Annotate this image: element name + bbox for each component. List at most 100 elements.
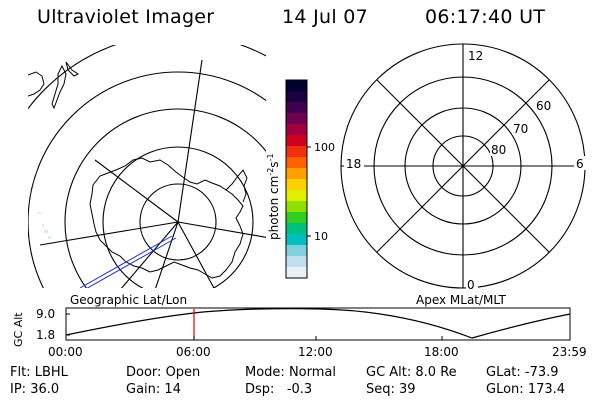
colorbar-tick-10: 10 (314, 230, 328, 243)
gain-label: Gain: (126, 382, 161, 397)
mlt-label-0: 0 (467, 278, 475, 292)
door-value: Open (165, 365, 201, 380)
label-bg (490, 142, 510, 156)
colorbar-frame (285, 79, 308, 279)
label-bg (465, 48, 485, 62)
date-label: 14 Jul 07 (282, 6, 369, 28)
latitude-circle (28, 71, 266, 288)
meridian-line (177, 221, 215, 288)
colorbar-segment (286, 267, 307, 279)
latitude-circle (64, 108, 266, 288)
glon-label: GLon: (486, 382, 524, 397)
colorbar-tick-100: 100 (314, 141, 335, 154)
latitude-circle (139, 183, 217, 261)
meridian-line (39, 221, 179, 246)
app-title: Ultraviolet Imager (37, 6, 215, 28)
seq-label: Seq: (366, 382, 395, 397)
dsp-label: Dsp: (245, 382, 275, 397)
label-bg (535, 98, 555, 112)
colorbar-segment (286, 168, 307, 180)
gc-alt-label: GC Alt: (366, 365, 412, 380)
door-label: Door: (126, 365, 162, 380)
colorbar-unit-label: photon cm-2s-1 (266, 153, 281, 240)
colorbar-segment (286, 179, 307, 191)
gain-value: 14 (164, 382, 181, 397)
time-tick-1800: 18:00 (424, 345, 459, 359)
dsp-field: Dsp: -0.3 (245, 382, 312, 397)
mlt-polar-plot (340, 43, 586, 289)
meridian-line (177, 221, 266, 238)
meridian-line (177, 59, 203, 223)
geographic-map (28, 45, 266, 288)
latitude-circle (102, 146, 254, 288)
label-bg (344, 156, 364, 170)
colorbar-segment (286, 146, 307, 158)
mlat-label-70: 70 (513, 122, 528, 136)
gc-alt-field: GC Alt: 8.0 Re (366, 365, 457, 380)
dsp-value: -0.3 (286, 382, 313, 397)
seq-field: Seq: 39 (366, 382, 416, 397)
meridian-line (155, 221, 179, 288)
australia-coastline (28, 71, 45, 97)
mlt-diagonal-line (376, 79, 550, 253)
mode-label: Mode: (245, 365, 285, 380)
glat-value: -73.9 (524, 365, 559, 380)
colorbar-segment (286, 102, 307, 114)
colorbar-segment (286, 245, 307, 257)
colorbar-segment (286, 91, 307, 103)
mlat-label-60: 60 (536, 99, 551, 113)
time-tick-1200: 12:00 (298, 345, 333, 359)
orbit-track (79, 235, 173, 288)
orbit-track (86, 237, 177, 288)
altitude-plot-frame (65, 307, 571, 341)
glon-field: GLon: 173.4 (486, 382, 565, 397)
altitude-axis-label: GC Alt (12, 312, 25, 347)
colorbar-segment (286, 135, 307, 147)
colorbar-segment (286, 234, 307, 246)
mode-field: Mode: Normal (245, 365, 336, 380)
door-field: Door: Open (126, 365, 200, 380)
colorbar-segment (286, 157, 307, 169)
time-label: 06:17:40 UT (425, 6, 546, 28)
colorbar-segment (286, 80, 307, 92)
mode-value: Normal (288, 365, 336, 380)
flt-field: Flt: LBHL (10, 365, 68, 380)
colorbar-segment (286, 190, 307, 202)
glon-value: 173.4 (527, 382, 566, 397)
time-tick-0000: 00:00 (48, 345, 83, 359)
label-bg (512, 121, 532, 135)
altitude-tick-1-8: 1.8 (36, 328, 55, 342)
colorbar-segment (286, 113, 307, 125)
flt-value: LBHL (34, 365, 68, 380)
label-bg (466, 278, 478, 290)
altitude-tick-9: 9.0 (36, 307, 55, 321)
new-zealand-coastline (51, 64, 67, 110)
peninsula-coastline (225, 169, 248, 203)
colorbar-segment (286, 212, 307, 224)
mlt-label-12: 12 (468, 49, 483, 63)
seq-value: 39 (399, 382, 416, 397)
ip-value: 36.0 (30, 382, 60, 397)
label-bg (574, 156, 586, 170)
apex-map-label: Apex MLat/MLT (416, 293, 506, 307)
aurora-speckle (38, 212, 51, 239)
ip-field: IP: 36.0 (10, 382, 59, 397)
gain-field: Gain: 14 (126, 382, 181, 397)
antarctica-coastline (89, 157, 244, 279)
mlt-label-18: 18 (346, 157, 361, 171)
meridian-line (120, 221, 179, 288)
colorbar-segment (286, 201, 307, 213)
time-tick-0600: 06:00 (176, 345, 211, 359)
geographic-map-label: Geographic Lat/Lon (70, 293, 187, 307)
flt-label: Flt: (10, 365, 31, 380)
colorbar-segment (286, 256, 307, 268)
mlat-label-80: 80 (491, 143, 506, 157)
mlt-label-6: 6 (576, 157, 584, 171)
colorbar-segment (286, 223, 307, 235)
altitude-plot (65, 307, 571, 341)
glat-label: GLat: (486, 365, 521, 380)
colorbar (286, 80, 307, 279)
colorbar-segment (286, 124, 307, 136)
gc-alt-value: 8.0 Re (415, 365, 457, 380)
